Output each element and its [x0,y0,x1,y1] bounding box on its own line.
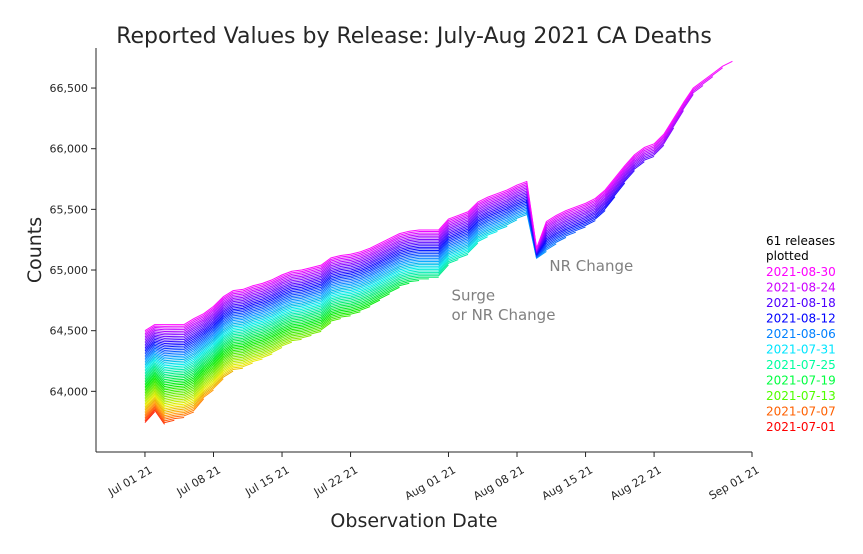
chart-title: Reported Values by Release: July-Aug 202… [116,24,712,49]
x-tick-label: Jul 15 21 [242,463,291,499]
release-line [144,311,361,391]
release-line [144,378,224,415]
legend-entry: 2021-08-24 [766,281,836,295]
y-tick-label: 66,500 [50,82,89,95]
legend-title: 61 releases [766,234,835,248]
release-line [144,299,381,388]
release-line [144,144,665,342]
annotations: NR Change Surge or NR Change [451,257,633,324]
legend-entry: 2021-07-07 [766,405,836,419]
release-line [144,85,704,336]
x-axis-ticks: Jul 01 21 Jul 08 21 Jul 15 21 Jul 22 21 Aug … [105,452,762,503]
x-tick-label: Aug 08 21 [471,463,526,502]
legend-entry: 2021-07-25 [766,358,836,372]
release-line [144,170,635,347]
release-line [144,110,684,339]
release-line [144,315,351,393]
y-axis-ticks: 64,000 64,500 65,000 65,500 66,000 66,500 [50,82,96,398]
release-line [144,204,586,355]
release-line [144,155,655,344]
y-tick-label: 66,000 [50,143,89,156]
release-line [144,278,429,380]
release-line [144,411,156,423]
legend-entry: 2021-07-13 [766,389,836,403]
release-line [144,341,292,403]
release-line [144,346,283,405]
release-line [144,76,714,335]
legend-entry: 2021-07-31 [766,343,836,357]
x-tick-label: Jul 22 21 [311,463,360,499]
release-line [144,338,302,401]
release-line [144,408,175,424]
annotation-text: or NR Change [451,306,555,324]
y-tick-label: 65,500 [50,203,89,216]
release-line [144,230,498,369]
release-line [144,398,205,418]
x-axis-label: Observation Date [330,510,497,532]
release-line [144,318,341,394]
release-line [144,214,527,364]
legend-entry: 2021-08-30 [766,265,836,279]
legend-entry: 2021-07-19 [766,374,836,388]
release-line [144,362,253,410]
release-line [144,276,439,378]
release-line [144,264,449,377]
release-line [144,67,723,333]
release-line [144,203,596,353]
release-line [144,196,616,350]
release-line [144,225,508,367]
release-line [144,353,273,406]
release-line [144,389,214,417]
release-line [144,219,518,366]
release-line [144,334,312,400]
release-line [144,406,185,422]
legend-entry: 2021-08-18 [766,296,836,310]
legend-entry: 2021-08-12 [766,312,836,326]
x-tick-label: Sep 01 21 [707,463,762,502]
x-tick-label: Jul 01 21 [105,463,154,499]
release-line [144,127,675,341]
release-line [144,161,645,346]
release-line [144,293,390,386]
release-line [144,409,165,425]
x-tick-label: Jul 08 21 [174,463,223,499]
release-line [144,206,576,356]
release-line [144,209,557,360]
release-line [144,279,420,381]
annotation-text: Surge [451,286,495,304]
release-line [144,282,410,383]
release-line [144,306,371,389]
x-tick-label: Aug 15 21 [540,463,595,502]
release-series [144,60,733,425]
release-line [144,242,479,372]
y-tick-label: 64,000 [50,385,89,398]
x-tick-label: Aug 22 21 [608,463,663,502]
release-line [144,286,400,384]
release-line [144,370,234,413]
x-tick-label: Aug 01 21 [403,463,458,502]
annotation-text: NR Change [549,257,633,275]
legend-entry: 2021-08-06 [766,327,836,341]
release-line [144,259,459,375]
release-line [144,405,195,420]
release-line [144,182,626,349]
release-line [144,212,538,363]
release-line [144,322,332,396]
legend-entry: 2021-07-01 [766,420,836,434]
release-line [144,330,322,398]
legend: 61 releasesplotted2021-08-302021-08-2420… [766,234,836,434]
release-line [144,367,243,412]
release-line [144,253,469,374]
release-line [144,210,547,361]
release-line [144,207,567,358]
release-line [144,236,488,370]
release-line [144,60,733,332]
y-axis-label: Counts [24,217,46,283]
y-tick-label: 64,500 [50,325,89,338]
y-tick-label: 65,000 [50,264,89,277]
release-line [144,358,263,408]
legend-title-2: plotted [766,249,809,263]
release-line [144,94,694,338]
